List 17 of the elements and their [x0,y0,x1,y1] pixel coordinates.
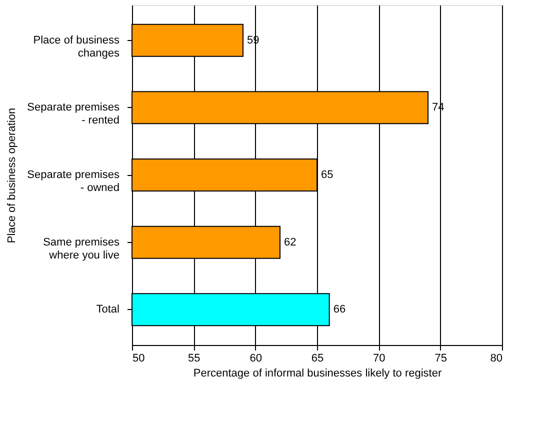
data-label: 62 [284,236,296,248]
x-tick-label: 65 [311,352,324,364]
y-tick-label: Separate premises - owned [27,169,120,194]
y-axis-title: Place of business operation [6,108,18,244]
y-tick-label: Total [96,304,120,316]
x-axis-title: Percentage of informal businesses likely to register [193,368,442,380]
x-tick-label: 75 [434,352,447,364]
x-tick-label: 60 [250,352,262,364]
x-tick-label: 55 [188,352,200,364]
data-label: 65 [321,169,334,181]
x-tick-label: 80 [490,352,502,364]
y-tick-label: Separate premises - rented [27,102,120,127]
y-tick-label: Place of business changes [33,34,120,60]
data-label: 66 [333,304,346,316]
x-tick-label: 70 [373,352,386,364]
x-tick-label: 50 [132,352,145,364]
y-tick-label: Same premises where you live [43,236,120,262]
